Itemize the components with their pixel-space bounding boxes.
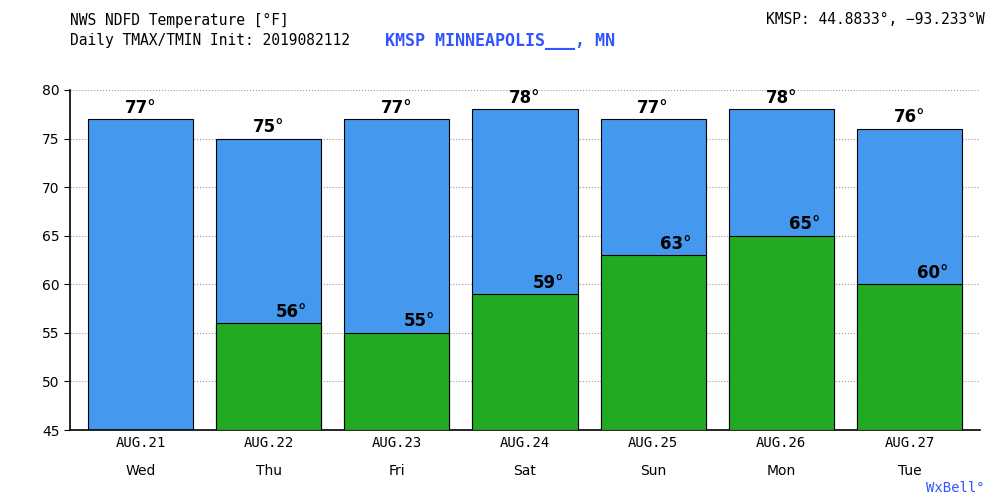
- Text: Sun: Sun: [640, 464, 666, 478]
- Bar: [857, 129, 962, 430]
- Bar: [729, 110, 834, 430]
- Text: 63°: 63°: [660, 234, 692, 252]
- Text: Fri: Fri: [389, 464, 405, 478]
- Text: KMSP: 44.8833°, −93.233°W: KMSP: 44.8833°, −93.233°W: [766, 12, 985, 28]
- Text: KMSP MINNEAPOLIS___, MN: KMSP MINNEAPOLIS___, MN: [385, 32, 615, 50]
- Bar: [729, 236, 834, 430]
- Text: 77°: 77°: [637, 98, 669, 116]
- Text: 60°: 60°: [917, 264, 948, 282]
- Text: Tue: Tue: [898, 464, 921, 478]
- Bar: [216, 323, 321, 430]
- Text: 77°: 77°: [381, 98, 413, 116]
- Bar: [472, 110, 578, 430]
- Text: 76°: 76°: [894, 108, 925, 126]
- Text: Mon: Mon: [767, 464, 796, 478]
- Text: WxBell°: WxBell°: [926, 481, 985, 495]
- Text: NWS NDFD Temperature [°F]: NWS NDFD Temperature [°F]: [70, 12, 289, 28]
- Text: Daily TMAX/TMIN Init: 2019082112: Daily TMAX/TMIN Init: 2019082112: [70, 32, 350, 48]
- Text: Sat: Sat: [514, 464, 536, 478]
- Bar: [344, 119, 449, 430]
- Bar: [857, 284, 962, 430]
- Bar: [344, 333, 449, 430]
- Text: 55°: 55°: [404, 312, 436, 330]
- Text: 59°: 59°: [532, 274, 564, 291]
- Text: 78°: 78°: [766, 89, 797, 107]
- Text: 78°: 78°: [509, 89, 541, 107]
- Text: 77°: 77°: [125, 98, 156, 116]
- Bar: [216, 138, 321, 430]
- Text: 65°: 65°: [789, 216, 820, 234]
- Text: Wed: Wed: [125, 464, 156, 478]
- Bar: [88, 119, 193, 430]
- Text: 75°: 75°: [253, 118, 284, 136]
- Bar: [601, 119, 706, 430]
- Text: 56°: 56°: [276, 302, 307, 320]
- Text: Thu: Thu: [256, 464, 282, 478]
- Bar: [601, 255, 706, 430]
- Bar: [472, 294, 578, 430]
